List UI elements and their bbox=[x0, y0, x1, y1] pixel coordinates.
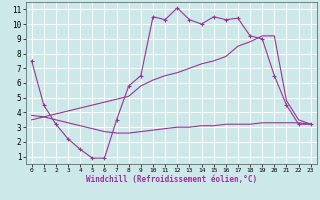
X-axis label: Windchill (Refroidissement éolien,°C): Windchill (Refroidissement éolien,°C) bbox=[86, 175, 257, 184]
